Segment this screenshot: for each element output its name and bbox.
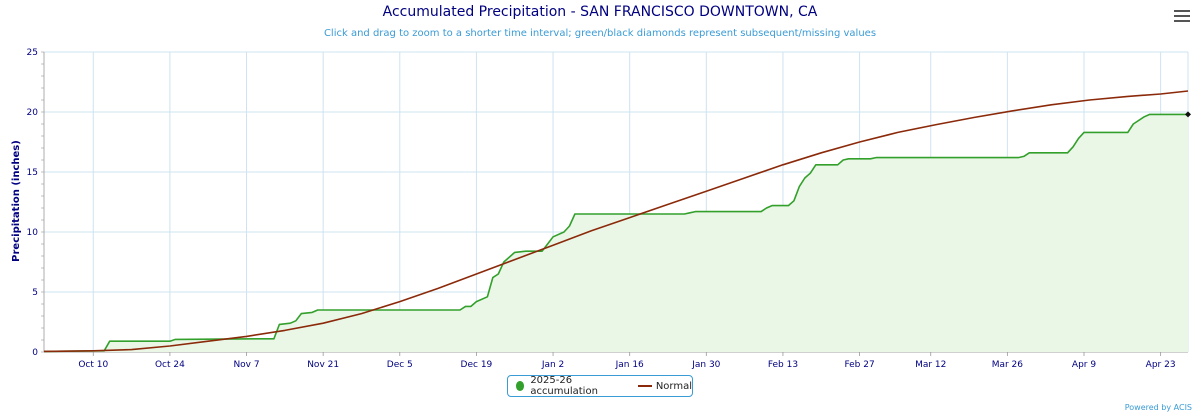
x-tick-label: Nov 21: [307, 360, 339, 370]
legend-dot-icon: [516, 381, 525, 391]
x-tick-label: Apr 9: [1072, 360, 1096, 370]
legend-item-normal[interactable]: Normal: [632, 381, 692, 392]
x-tick-label: Nov 7: [233, 360, 259, 370]
minor-ticks: [41, 51, 44, 353]
x-tick-label: Apr 23: [1146, 360, 1176, 370]
legend-item-accumulation[interactable]: 2025-26 accumulation: [516, 375, 624, 397]
y-tick-label: 25: [27, 48, 38, 58]
y-tick-label: 0: [32, 348, 38, 358]
x-tick-label: Mar 12: [915, 360, 946, 370]
normal-line: [43, 90, 1189, 353]
x-tick-label: Feb 27: [844, 360, 874, 370]
end-diamond-marker: [1185, 111, 1191, 118]
x-tick-label: Oct 24: [155, 360, 185, 370]
y-tick-labels: 0 5 10 15 20 25: [27, 48, 39, 358]
legend-label-normal: Normal: [655, 380, 692, 392]
legend-label-accumulation: 2025-26 accumulation: [530, 375, 598, 397]
x-tick-label: Feb 13: [768, 360, 798, 370]
hamburger-menu-icon[interactable]: [1174, 8, 1190, 24]
x-tick-label: Dec 5: [387, 360, 413, 370]
legend-line-icon: [637, 385, 652, 387]
y-tick-label: 15: [27, 168, 38, 178]
x-tick-label: Oct 10: [78, 360, 108, 370]
chart-title: Accumulated Precipitation - SAN FRANCISC…: [382, 4, 818, 20]
x-tick-label: Mar 26: [992, 360, 1024, 370]
credits-link[interactable]: Powered by ACIS: [1124, 403, 1192, 412]
accumulation-area: [44, 114, 1188, 353]
x-tick-label: Jan 30: [691, 360, 720, 370]
y-tick-label: 20: [27, 108, 39, 118]
x-tick-labels: Oct 10 Oct 24 Nov 7 Nov 21 Dec 5 Dec 19 Jan 2 J…: [78, 360, 1175, 370]
chart-legend: 2025-26 accumulation Normal: [507, 375, 693, 397]
chart-subtitle: Click and drag to zoom to a shorter time…: [323, 28, 877, 39]
y-axis-label: Precipitation (inches): [11, 140, 22, 262]
y-tick-label: 5: [32, 288, 38, 298]
accumulation-line: [43, 113, 1188, 353]
series-group: [43, 90, 1191, 353]
x-tick-label: Jan 16: [615, 360, 644, 370]
x-tick-label: Dec 19: [461, 360, 493, 370]
y-tick-label: 10: [27, 228, 39, 238]
x-tick-label: Jan 2: [541, 360, 564, 370]
